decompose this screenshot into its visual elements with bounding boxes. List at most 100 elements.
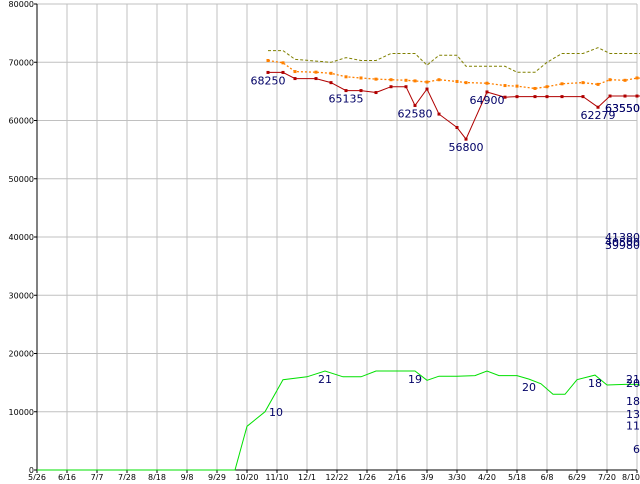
data-label-price: 63550: [605, 102, 640, 115]
data-point-price: [314, 77, 318, 81]
data-point-average: [413, 79, 417, 83]
series-line-max: [268, 47, 640, 73]
data-point-average: [596, 82, 600, 86]
data-point-price: [455, 125, 459, 129]
data-label-price: 39980: [605, 239, 640, 252]
y-tick-label: 10000: [9, 408, 34, 417]
x-tick-label: 6/16: [58, 473, 76, 480]
data-point-price: [623, 94, 627, 98]
x-tick-label: 3/30: [448, 473, 466, 480]
x-tick-label: 2/16: [388, 473, 406, 480]
data-point-price: [635, 94, 639, 98]
data-point-average: [293, 70, 297, 74]
x-tick-label: 7/28: [118, 473, 136, 480]
data-point-average: [455, 79, 459, 83]
series-line-price: [268, 71, 640, 141]
data-label-price: 62580: [398, 107, 433, 120]
x-tick-label: 6/29: [568, 473, 586, 480]
data-point-price: [437, 112, 441, 116]
data-label-price: 40500: [605, 236, 640, 249]
data-point-price: [359, 89, 363, 93]
data-point-average: [266, 59, 270, 63]
x-tick-label: 3/9: [421, 473, 434, 480]
data-point-average: [623, 78, 627, 82]
data-point-average: [404, 78, 408, 82]
data-point-average: [389, 78, 393, 82]
y-tick-label: 60000: [9, 117, 34, 126]
x-tick-label: 4/20: [478, 473, 496, 480]
data-label-price: 63550: [605, 102, 640, 115]
x-tick-label: 6/8: [541, 473, 554, 480]
data-label-price: 64900: [470, 94, 505, 107]
data-point-price: [515, 95, 519, 99]
x-tick-label: 5/26: [28, 473, 46, 480]
y-tick-label: 20000: [9, 350, 34, 359]
data-point-average: [545, 85, 549, 89]
data-label-count: 13: [626, 408, 640, 421]
data-point-price: [596, 105, 600, 109]
x-tick-label: 5/18: [508, 473, 526, 480]
data-point-price: [545, 95, 549, 99]
series-line-count: [37, 370, 640, 471]
data-label-count: 19: [408, 373, 422, 386]
x-tick-label: 8/18: [148, 473, 166, 480]
data-point-average: [425, 80, 429, 84]
data-point-average: [281, 61, 285, 65]
data-point-price: [404, 85, 408, 89]
y-tick-label: 40000: [9, 233, 34, 242]
data-label-count: 21: [318, 373, 332, 386]
data-point-average: [374, 77, 378, 81]
y-tick-label: 80000: [9, 0, 34, 9]
x-tick-label: 9/29: [208, 473, 226, 480]
data-point-average: [314, 70, 318, 74]
x-tick-label: 12/1: [298, 473, 316, 480]
data-point-average: [560, 82, 564, 86]
data-label-count: 6: [633, 443, 640, 456]
data-point-price: [329, 81, 333, 85]
data-label-count: 11: [626, 420, 640, 433]
data-label-price: 56800: [449, 141, 484, 154]
data-label-count: 21: [626, 373, 640, 386]
data-label-count: 10: [269, 406, 283, 419]
data-point-price: [560, 95, 564, 99]
y-tick-label: 70000: [9, 58, 34, 67]
data-point-price: [503, 95, 507, 99]
data-point-price: [464, 137, 468, 141]
data-point-price: [425, 87, 429, 91]
data-point-average: [581, 81, 585, 85]
data-point-price: [281, 70, 285, 74]
y-tick-label: 30000: [9, 291, 34, 300]
data-label-count: 20: [626, 377, 640, 390]
data-point-price: [413, 103, 417, 107]
data-point-average: [437, 78, 441, 82]
data-point-average: [515, 84, 519, 88]
data-label-count: 18: [588, 377, 602, 390]
data-point-price: [389, 85, 393, 89]
data-point-average: [344, 75, 348, 79]
data-point-price: [374, 91, 378, 95]
data-point-average: [533, 86, 537, 90]
data-point-average: [503, 84, 507, 88]
y-tick-label: 50000: [9, 175, 34, 184]
x-tick-label: 11/10: [265, 473, 288, 480]
data-label-count: 18: [626, 395, 640, 408]
data-point-price: [608, 94, 612, 98]
data-point-average: [329, 71, 333, 75]
data-point-price: [344, 89, 348, 93]
data-label-price: 62279: [581, 109, 616, 122]
data-point-average: [608, 78, 612, 82]
data-point-price: [293, 77, 297, 81]
data-point-price: [485, 90, 489, 94]
data-point-price: [581, 95, 585, 99]
data-point-average: [464, 81, 468, 85]
x-tick-label: 7/20: [598, 473, 616, 480]
data-point-average: [359, 76, 363, 80]
data-point-price: [533, 95, 537, 99]
data-point-price: [266, 70, 270, 74]
x-tick-label: 1/26: [358, 473, 376, 480]
data-label-count: 20: [522, 381, 536, 394]
data-label-price: 65135: [329, 93, 364, 106]
data-point-average: [635, 76, 639, 80]
